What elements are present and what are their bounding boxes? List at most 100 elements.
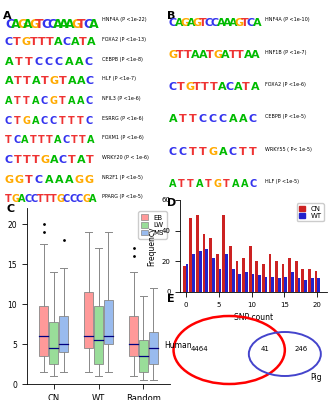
Text: T: T — [205, 179, 211, 189]
Bar — [256, 261, 258, 292]
Text: D: D — [167, 198, 176, 208]
Bar — [225, 254, 228, 292]
Bar — [232, 269, 234, 292]
Text: HNF4A (P <1e-22): HNF4A (P <1e-22) — [102, 18, 146, 22]
Bar — [216, 254, 218, 292]
Text: G: G — [21, 37, 30, 47]
Text: A: A — [89, 18, 99, 30]
Text: T: T — [209, 82, 217, 92]
Text: HLF (P <1e-5): HLF (P <1e-5) — [265, 179, 299, 184]
Text: T: T — [223, 179, 229, 189]
Text: A: A — [196, 179, 203, 189]
Text: C: C — [169, 18, 177, 28]
Bar — [252, 274, 254, 292]
Text: G: G — [23, 116, 31, 126]
Text: T: T — [236, 50, 244, 60]
Text: T: T — [14, 116, 21, 126]
Text: G: G — [15, 174, 24, 184]
Text: A: A — [217, 18, 225, 28]
Text: C: C — [86, 116, 93, 126]
Text: CEBPB (P <1e-5): CEBPB (P <1e-5) — [265, 114, 306, 119]
Bar — [278, 278, 281, 292]
Text: C: C — [179, 147, 187, 157]
Text: G: G — [169, 50, 178, 60]
Text: A: A — [59, 18, 68, 30]
Text: C: C — [47, 18, 56, 30]
FancyBboxPatch shape — [49, 322, 58, 364]
Text: T: T — [43, 194, 50, 204]
Text: T: T — [68, 155, 76, 165]
Y-axis label: Frequency: Frequency — [147, 226, 156, 266]
Text: C: C — [45, 57, 53, 67]
X-axis label: SNP count: SNP count — [234, 313, 274, 322]
Text: T: T — [50, 194, 57, 204]
Text: T: T — [14, 155, 22, 165]
Text: C: C — [205, 18, 213, 28]
Text: A: A — [77, 76, 86, 86]
Text: C: C — [211, 18, 219, 28]
Text: C: C — [62, 135, 69, 145]
Text: A: A — [70, 37, 79, 47]
Text: A: A — [5, 76, 14, 86]
Text: A: A — [32, 76, 41, 86]
Text: C: C — [169, 147, 177, 157]
Text: A: A — [241, 179, 248, 189]
Bar — [295, 261, 298, 292]
Text: G: G — [75, 174, 84, 184]
Text: C: C — [31, 194, 38, 204]
Text: G: G — [11, 194, 19, 204]
Bar — [262, 264, 265, 292]
Text: A: A — [199, 50, 207, 60]
Text: T: T — [240, 18, 248, 28]
Text: C: C — [7, 204, 15, 214]
Text: A: A — [65, 174, 73, 184]
Bar — [271, 277, 274, 292]
Text: 246: 246 — [295, 346, 308, 352]
Text: C: C — [209, 114, 217, 124]
Text: A: A — [253, 18, 261, 28]
Bar — [199, 250, 202, 292]
Y-axis label: SNP count: SNP count — [0, 274, 2, 318]
Text: T: T — [38, 135, 44, 145]
Text: T: T — [59, 116, 66, 126]
Bar — [242, 258, 245, 292]
Text: C: C — [69, 194, 76, 204]
Text: A: A — [169, 114, 177, 124]
Text: T: T — [41, 76, 49, 86]
Text: T: T — [184, 50, 191, 60]
Text: A: A — [54, 135, 61, 145]
Text: G: G — [214, 179, 222, 189]
Text: G: G — [193, 18, 202, 28]
Text: A: A — [68, 76, 76, 86]
Text: C: C — [5, 155, 13, 165]
Bar — [265, 277, 268, 292]
Text: HNF1B (P <1e-7): HNF1B (P <1e-7) — [265, 50, 307, 55]
Text: ESRRG (P <1e-6): ESRRG (P <1e-6) — [102, 116, 143, 121]
Text: G: G — [214, 50, 223, 60]
Text: A: A — [223, 18, 231, 28]
Text: T: T — [59, 96, 66, 106]
Text: C: C — [41, 96, 48, 106]
Text: G: G — [50, 76, 59, 86]
Text: C: C — [35, 57, 43, 67]
Bar — [317, 278, 320, 292]
Text: T: T — [206, 50, 214, 60]
Text: T: T — [5, 135, 12, 145]
Bar — [205, 249, 208, 292]
FancyBboxPatch shape — [139, 340, 148, 372]
Text: T: T — [59, 76, 67, 86]
Text: A: A — [87, 37, 96, 47]
Bar — [196, 215, 199, 292]
Text: A: A — [234, 82, 243, 92]
Bar — [183, 266, 186, 292]
Text: A: A — [77, 96, 85, 106]
FancyBboxPatch shape — [129, 316, 138, 356]
Bar — [186, 264, 188, 292]
Text: T: T — [199, 18, 206, 28]
Text: A: A — [169, 179, 176, 189]
Bar — [189, 218, 192, 292]
Text: G: G — [235, 18, 244, 28]
Text: G: G — [85, 174, 94, 184]
Text: A: A — [75, 57, 84, 67]
Text: NFIL3 (P <1e-6): NFIL3 (P <1e-6) — [102, 96, 140, 101]
